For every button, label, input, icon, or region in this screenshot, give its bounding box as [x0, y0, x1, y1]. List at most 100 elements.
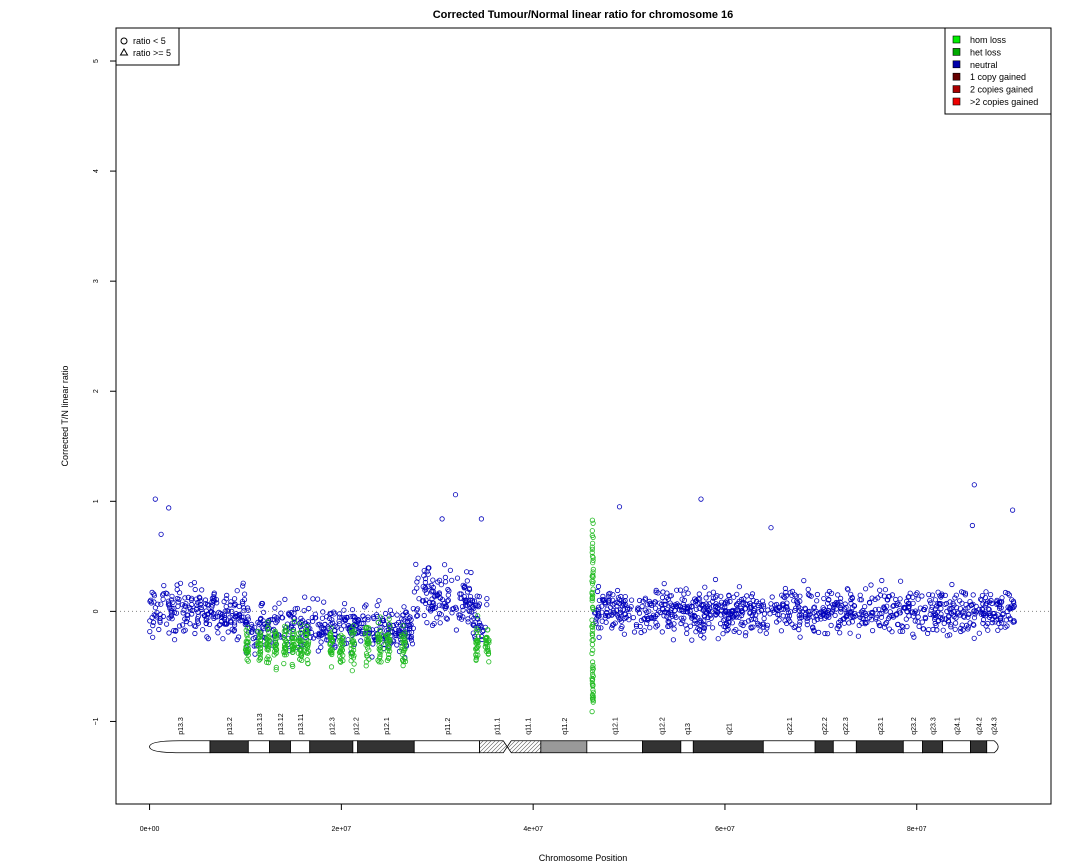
neutral-point: [952, 595, 958, 601]
neutral-point: [689, 615, 695, 621]
het-loss-point: [263, 659, 270, 665]
neutral-point: [302, 594, 308, 600]
het-loss-point: [475, 613, 481, 619]
neutral-point: [385, 622, 392, 628]
neutral-point: [252, 624, 258, 630]
neutral-point: [749, 591, 756, 597]
neutral-point: [726, 608, 732, 615]
neutral-point: [312, 611, 318, 617]
neutral-point: [220, 636, 226, 642]
neutral-point: [944, 633, 950, 639]
neutral-point: [913, 591, 919, 598]
neutral-point: [681, 591, 687, 597]
neutral-point: [459, 603, 466, 610]
neutral-point: [780, 601, 786, 607]
neutral-point: [991, 613, 998, 620]
neutral-point: [970, 592, 976, 598]
neutral-point: [245, 605, 251, 611]
het-loss-spike-point: [589, 650, 595, 657]
neutral-point: [438, 612, 444, 618]
neutral-point: [753, 612, 759, 618]
neutral-point: [336, 611, 343, 617]
neutral-point: [957, 612, 963, 618]
neutral-point: [886, 614, 893, 620]
neutral-point: [460, 607, 466, 613]
het-loss-point: [289, 643, 295, 649]
neutral-outlier-point: [166, 505, 172, 511]
neutral-point: [596, 597, 603, 603]
neutral-point: [943, 600, 950, 607]
neutral-point: [869, 617, 875, 623]
neutral-point: [801, 577, 807, 584]
neutral-point: [666, 616, 672, 622]
het-loss-point: [376, 638, 382, 644]
neutral-point: [203, 620, 209, 627]
neutral-point: [750, 602, 756, 609]
neutral-point: [173, 627, 179, 634]
neutral-point: [475, 603, 482, 610]
neutral-point: [886, 626, 893, 632]
het-loss-point: [304, 657, 310, 663]
neutral-point: [429, 599, 435, 606]
neutral-point: [742, 633, 749, 639]
ideogram-band: [922, 740, 944, 754]
neutral-point: [1011, 603, 1017, 609]
neutral-point: [677, 587, 684, 593]
neutral-point: [881, 593, 887, 599]
neutral-point: [189, 601, 195, 608]
neutral-point: [877, 587, 883, 593]
neutral-point: [724, 600, 731, 606]
neutral-point: [793, 598, 800, 604]
neutral-point: [222, 620, 228, 626]
het-loss-point: [386, 644, 392, 651]
ideogram-band-label: p13.13: [257, 713, 264, 735]
neutral-point: [616, 596, 623, 603]
neutral-point: [755, 602, 762, 609]
neutral-point: [409, 641, 416, 647]
neutral-point: [239, 598, 245, 605]
neutral-point: [410, 625, 416, 631]
neutral-point: [919, 619, 925, 625]
neutral-point: [621, 631, 628, 637]
het-loss-spike-point: [590, 572, 596, 578]
neutral-point: [464, 602, 470, 608]
neutral-point: [726, 592, 732, 598]
neutral-point: [968, 602, 975, 608]
neutral-point: [696, 605, 702, 612]
neutral-point: [646, 598, 653, 605]
neutral-point: [318, 644, 324, 650]
het-loss-point: [272, 638, 279, 644]
het-loss-point: [485, 651, 491, 657]
het-loss-point: [328, 630, 334, 637]
neutral-point: [187, 621, 193, 627]
neutral-point: [903, 616, 909, 622]
neutral-point: [376, 598, 382, 604]
neutral-point: [466, 607, 472, 613]
neutral-point: [180, 610, 186, 616]
het-loss-point: [303, 628, 310, 634]
neutral-point: [731, 594, 737, 600]
neutral-point: [259, 624, 265, 630]
shape-legend-label-circle: ratio < 5: [133, 36, 166, 46]
neutral-point: [692, 614, 698, 620]
neutral-point: [215, 630, 221, 636]
ideogram-band: [309, 740, 354, 754]
neutral-point: [169, 608, 175, 614]
neutral-point: [855, 633, 862, 639]
het-loss-point: [266, 635, 272, 641]
neutral-point: [683, 586, 689, 592]
ideogram-band-label: p12.1: [384, 717, 391, 735]
neutral-point: [699, 601, 705, 608]
neutral-point: [318, 639, 324, 645]
neutral-point: [651, 614, 657, 620]
neutral-point: [636, 606, 642, 612]
neutral-point: [759, 621, 766, 627]
neutral-point: [740, 599, 746, 605]
het-loss-point: [245, 636, 251, 642]
neutral-point: [182, 603, 189, 609]
neutral-point: [154, 614, 160, 620]
neutral-point: [199, 587, 205, 593]
neutral-outlier-point: [158, 531, 164, 537]
neutral-point: [869, 595, 875, 601]
neutral-point: [602, 615, 608, 621]
